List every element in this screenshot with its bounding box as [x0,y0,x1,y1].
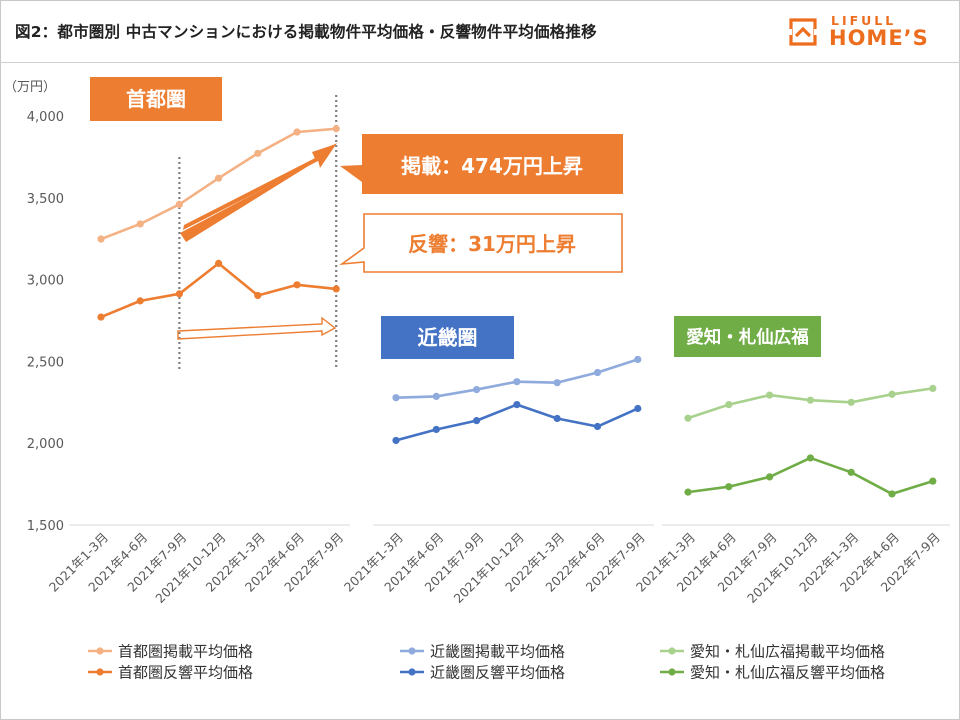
series-line [100,127,337,241]
data-point [847,468,855,476]
x-tick-label: 2021年10-12月 [451,530,527,606]
increase-arrow-outline [177,316,337,340]
annotation-callout-filled [340,134,623,194]
data-point [766,391,774,399]
legend-label: 愛知・札仙広福反響平均価格 [690,664,885,682]
series-line [100,262,337,319]
legend-label: 近畿圏反響平均価格 [430,664,565,682]
annotation-text-response: 反響：31万円上昇 [408,232,576,256]
legend-swatch-marker [408,647,416,655]
data-point [684,488,692,496]
legend-swatch-marker [96,647,104,655]
data-point [553,379,561,387]
data-point [432,425,440,434]
legend-swatch-marker [668,647,676,655]
series-line [395,403,639,442]
series-line [687,456,934,496]
figure-title: 図2：都市圏別 中古マンションにおける掲載物件平均価格・反響物件平均価格推移 [15,23,597,41]
data-point [254,291,262,300]
data-point [684,414,692,422]
region-badge [90,77,222,121]
title-divider [0,62,960,63]
data-point [725,400,733,409]
legend-swatch-marker [96,668,104,676]
data-point [593,422,602,431]
y-tick-label: 3,500 [27,192,64,207]
legend-label: 首都圏反響平均価格 [118,664,253,682]
region-badge-label: 首都圏 [126,87,186,111]
logo-text-bottom: HOME’S [829,26,929,50]
legend-label: 首都圏掲載平均価格 [118,643,253,661]
x-tick-label: 2021年10-12月 [152,530,228,606]
data-point [766,473,774,481]
data-point [175,290,183,298]
data-point [888,490,896,498]
data-point [392,394,400,402]
region-badge-label: 近畿圏 [418,326,478,350]
data-point [97,235,105,243]
data-point [97,313,105,321]
data-point [215,259,223,268]
y-tick-label: 1,500 [27,519,64,534]
data-point [473,385,481,394]
region-badge [674,316,821,357]
y-tick-label: 2,000 [27,437,64,452]
y-tick-label: 4,000 [27,110,64,125]
data-point [806,396,815,404]
legend-label: 近畿圏掲載平均価格 [430,643,565,661]
data-point [513,378,521,386]
y-tick-label: 3,000 [27,274,64,289]
data-point [553,414,561,423]
legend-swatch-marker [668,668,676,676]
y-tick-label: 2,500 [27,355,64,370]
data-point [136,297,144,305]
data-point [392,436,400,445]
data-point [847,398,855,406]
data-point [293,281,301,289]
data-point [929,384,937,392]
data-point [136,220,144,228]
data-point [634,355,642,364]
data-point [634,404,642,413]
data-point [513,400,521,409]
logo-text-top: LIFULL [831,13,897,28]
legend-swatch-marker [408,668,416,676]
data-point [806,454,815,462]
data-point [293,128,301,136]
annotation-text-listing: 掲載：474万円上昇 [401,154,583,178]
data-point [593,368,602,377]
data-point [175,200,183,208]
data-point [929,477,937,485]
data-point [725,483,733,491]
data-point [432,392,440,401]
region-badge [381,316,514,359]
lifull-homes-logo: LIFULL HOME’S [785,12,945,52]
increase-arrow-head [180,144,336,242]
data-point [473,417,481,425]
annotation-callout-outline [339,213,623,273]
region-badge-label: 愛知・札仙広福 [686,327,809,348]
x-tick-label: 2021年10-12月 [744,530,820,606]
data-point [888,390,896,398]
y-axis-unit-label: （万円） [4,80,56,95]
legend-label: 愛知・札仙広福掲載平均価格 [690,643,885,661]
data-point [332,125,340,133]
increase-arrow [183,143,337,230]
data-point [215,174,223,182]
data-point [254,149,262,157]
data-point [332,285,340,293]
house-icon [786,18,820,46]
